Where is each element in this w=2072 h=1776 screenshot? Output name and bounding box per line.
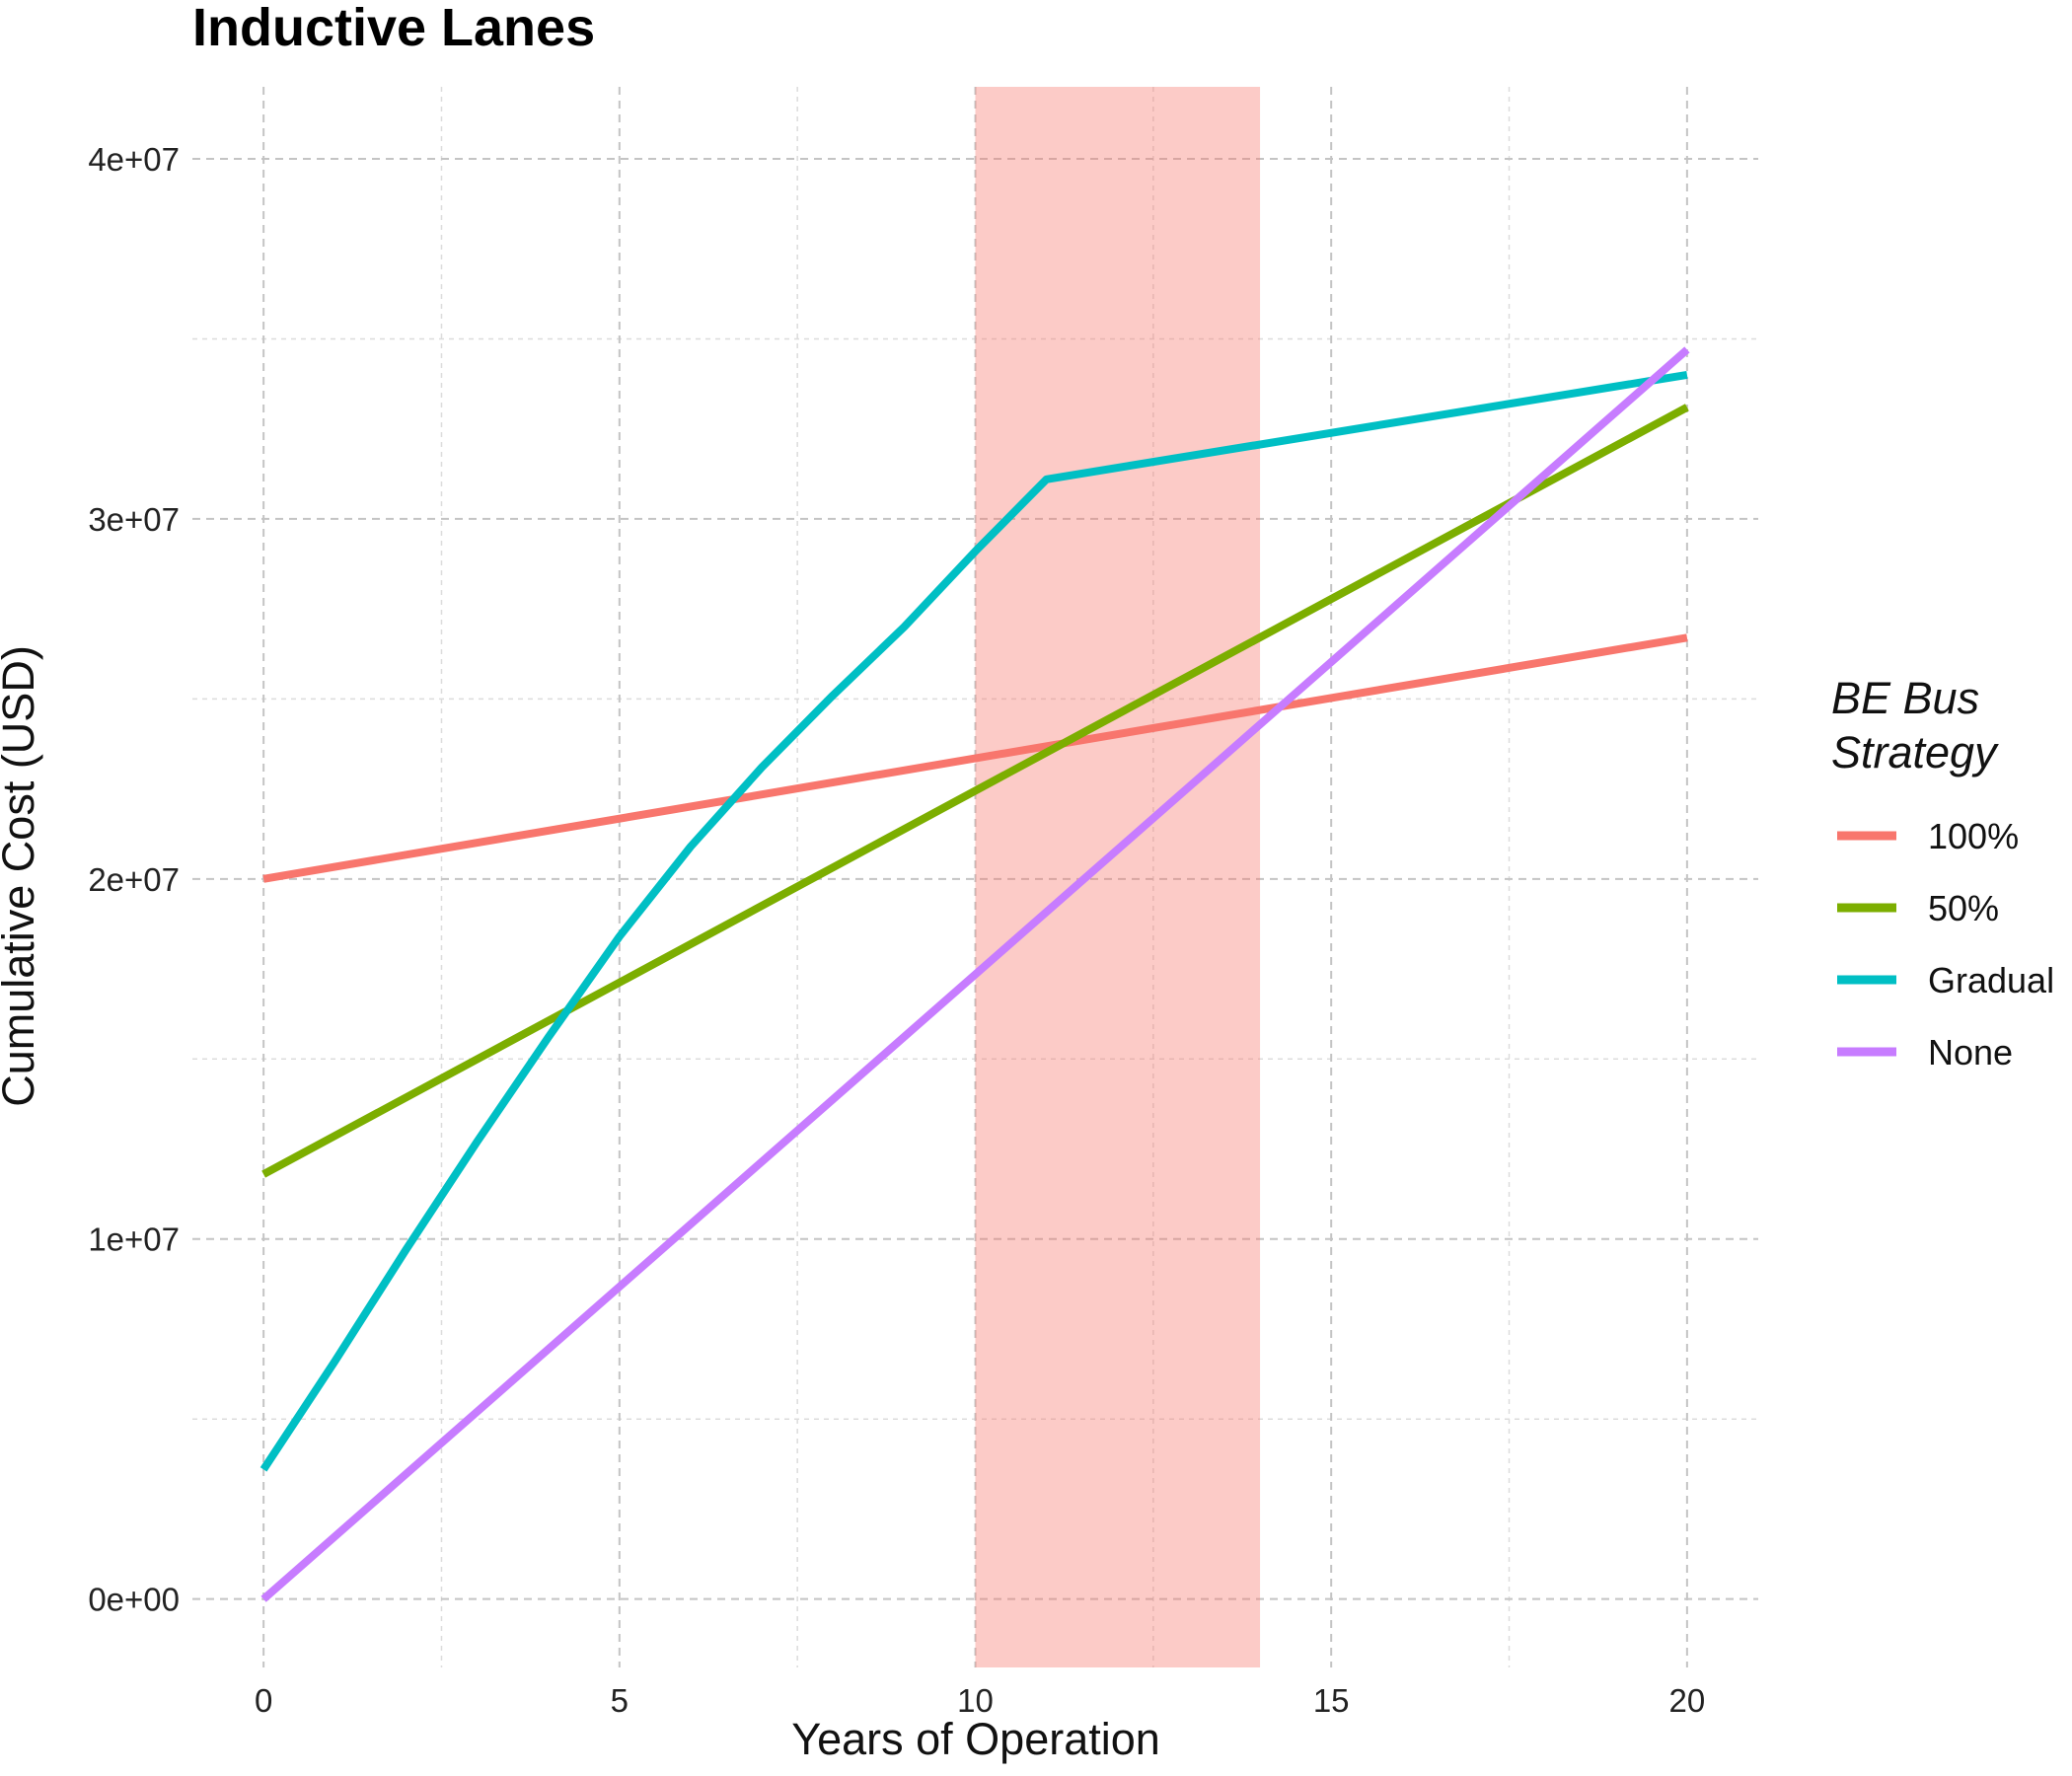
- x-tick-label: 15: [1313, 1682, 1350, 1719]
- series-line-none: [260, 346, 1690, 1602]
- y-tick-label: 1e+07: [88, 1221, 180, 1258]
- y-tick-label: 0e+00: [88, 1582, 180, 1618]
- legend-items: 100% 50% Gradual None: [1837, 816, 2054, 1073]
- x-tick-label: 10: [957, 1682, 994, 1719]
- legend: BE Bus Strategy 100% 50% Gradual None: [1831, 673, 2054, 1073]
- y-tick-label: 2e+07: [88, 861, 180, 898]
- y-tick-label: 3e+07: [88, 501, 180, 538]
- y-axis-tick-labels: 0e+00 1e+07 2e+07 3e+07 4e+07: [88, 141, 180, 1618]
- legend-title-line-2: Strategy: [1831, 727, 1999, 777]
- series-line-100: [262, 633, 1688, 883]
- legend-label: Gradual: [1928, 960, 2054, 1000]
- x-tick-label: 0: [255, 1682, 272, 1719]
- series-layer: [259, 346, 1690, 1602]
- shaded-region-layer: [975, 87, 1261, 1667]
- x-axis-tick-labels: 0 5 10 15 20: [255, 1682, 1705, 1719]
- x-axis-title: Years of Operation: [791, 1714, 1160, 1764]
- y-axis-title: Cumulative Cost (USD): [0, 645, 43, 1107]
- legend-label: 100%: [1928, 816, 2019, 856]
- legend-label: 50%: [1928, 888, 1999, 928]
- x-tick-label: 20: [1669, 1682, 1706, 1719]
- series-line-gradual: [259, 370, 1688, 1472]
- y-tick-label: 4e+07: [88, 141, 180, 178]
- series-line-50: [261, 404, 1689, 1178]
- chart-title: Inductive Lanes: [192, 0, 595, 57]
- shaded-region: [975, 87, 1261, 1667]
- legend-label: None: [1928, 1032, 2013, 1073]
- legend-title-line-1: BE Bus: [1831, 673, 1979, 723]
- x-tick-label: 5: [611, 1682, 629, 1719]
